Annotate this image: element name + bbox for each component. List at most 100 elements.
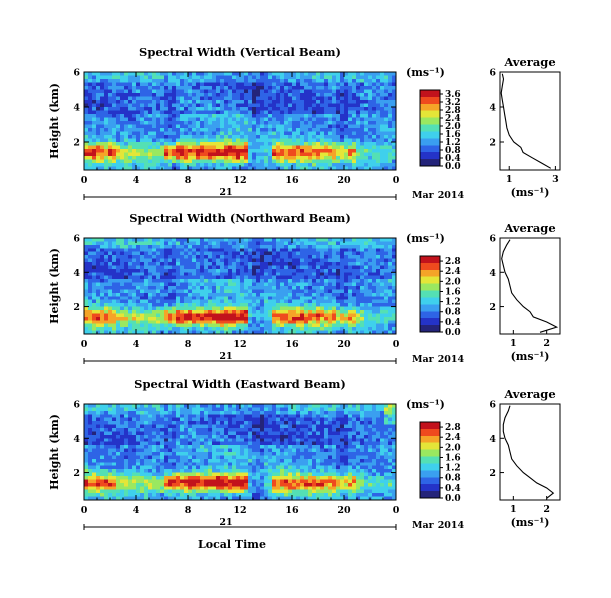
heatmap-cell bbox=[92, 93, 97, 97]
heatmap-cell bbox=[176, 135, 181, 139]
heatmap-cell bbox=[280, 117, 285, 122]
heatmap-cell bbox=[164, 313, 169, 318]
colorbar-step bbox=[420, 136, 440, 139]
heatmap-cell bbox=[180, 79, 185, 83]
heatmap-cell bbox=[264, 316, 269, 321]
heatmap-cell bbox=[384, 306, 389, 311]
heatmap-cell bbox=[116, 292, 121, 297]
heatmap-cell bbox=[368, 149, 373, 153]
heatmap-cell bbox=[356, 279, 361, 284]
heatmap-cell bbox=[100, 327, 105, 332]
heatmap-cell bbox=[280, 262, 285, 266]
heatmap-cell bbox=[168, 138, 173, 143]
heatmap-cell bbox=[380, 244, 385, 249]
heatmap-cell bbox=[336, 251, 341, 256]
heatmap-cell bbox=[200, 107, 205, 111]
heatmap-cell bbox=[184, 320, 189, 325]
heatmap-cell bbox=[276, 248, 281, 253]
heatmap-cell bbox=[104, 110, 109, 115]
heatmap-cell bbox=[348, 96, 353, 101]
heatmap-cell bbox=[380, 142, 385, 146]
heatmap-cell bbox=[152, 241, 157, 246]
heatmap-cell bbox=[252, 138, 257, 143]
heatmap-cell bbox=[256, 275, 261, 280]
heatmap-cell bbox=[296, 323, 301, 328]
heatmap-cell bbox=[160, 323, 165, 328]
heatmap-cell bbox=[276, 124, 281, 129]
heatmap-cell bbox=[272, 275, 277, 280]
heatmap-cell bbox=[108, 238, 113, 242]
heatmap-cell bbox=[148, 117, 153, 122]
heatmap-cell bbox=[108, 292, 113, 297]
heatmap-cell bbox=[128, 289, 133, 294]
heatmap-cell bbox=[160, 251, 165, 256]
heatmap-cell bbox=[120, 486, 125, 491]
heatmap-cells bbox=[84, 238, 397, 335]
heatmap-cell bbox=[256, 327, 261, 332]
heatmap-cell bbox=[236, 272, 241, 277]
heatmap-cell bbox=[328, 135, 333, 139]
heatmap-cell bbox=[380, 251, 385, 256]
heatmap-cell bbox=[236, 296, 241, 301]
heatmap-cell bbox=[256, 89, 261, 94]
heatmap-cell bbox=[140, 299, 145, 304]
heatmap-cell bbox=[296, 100, 301, 104]
heatmap-cell bbox=[300, 268, 305, 273]
heatmap-cell bbox=[112, 121, 117, 125]
heatmap-cell bbox=[172, 124, 177, 129]
heatmap-cell bbox=[116, 316, 121, 321]
heatmap-cell bbox=[148, 251, 153, 256]
heatmap-cell bbox=[376, 93, 381, 97]
heatmap-cell bbox=[172, 262, 177, 266]
heatmap-cell bbox=[368, 244, 373, 249]
heatmap-cell bbox=[280, 152, 285, 157]
heatmap-cell bbox=[340, 96, 345, 101]
heatmap-cell bbox=[236, 258, 241, 263]
heatmap-cell bbox=[88, 438, 93, 443]
heatmap-cell bbox=[212, 96, 217, 101]
heatmap-cell bbox=[136, 251, 141, 256]
heatmap-cell bbox=[388, 330, 393, 335]
heatmap-cell bbox=[368, 100, 373, 104]
heatmap-cell bbox=[264, 279, 269, 284]
heatmap-cell bbox=[232, 251, 237, 256]
heatmap-cell bbox=[348, 275, 353, 280]
heatmap-cell bbox=[380, 117, 385, 122]
heatmap-cell bbox=[292, 110, 297, 115]
heatmap-cell bbox=[348, 299, 353, 304]
heatmap-cell bbox=[252, 131, 257, 136]
heatmap-cell bbox=[372, 159, 377, 164]
heatmap-cell bbox=[116, 82, 121, 87]
heatmap-cell bbox=[216, 135, 221, 139]
heatmap-cell bbox=[292, 152, 297, 157]
heatmap-cell bbox=[364, 79, 369, 83]
heatmap-cell bbox=[264, 72, 269, 76]
heatmap-cell bbox=[304, 289, 309, 294]
heatmap-cell bbox=[96, 156, 101, 160]
colorbar-step bbox=[420, 319, 440, 323]
heatmap-cell bbox=[356, 114, 361, 118]
heatmap-cell bbox=[84, 110, 89, 115]
heatmap-cell bbox=[188, 251, 193, 256]
heatmap-cell bbox=[344, 241, 349, 246]
heatmap-cell bbox=[96, 472, 101, 477]
heatmap-cell bbox=[252, 75, 257, 80]
heatmap-cell bbox=[100, 241, 105, 246]
heatmap-cell bbox=[284, 156, 289, 160]
heatmap-cell bbox=[348, 286, 353, 290]
heatmap-cell bbox=[140, 131, 145, 136]
heatmap-cell bbox=[364, 156, 369, 160]
heatmap-cell bbox=[132, 121, 137, 125]
heatmap-cell bbox=[376, 286, 381, 290]
heatmap-cell bbox=[196, 251, 201, 256]
heatmap-cell bbox=[380, 258, 385, 263]
heatmap-cell bbox=[380, 313, 385, 318]
heatmap-cell bbox=[320, 86, 325, 90]
heatmap-cell bbox=[232, 323, 237, 328]
colorbar-step bbox=[420, 264, 440, 267]
heatmap-cell bbox=[180, 75, 185, 80]
heatmap-cell bbox=[96, 142, 101, 146]
heatmap-cell bbox=[244, 72, 249, 76]
heatmap-cell bbox=[104, 496, 109, 501]
heatmap-cell bbox=[188, 110, 193, 115]
